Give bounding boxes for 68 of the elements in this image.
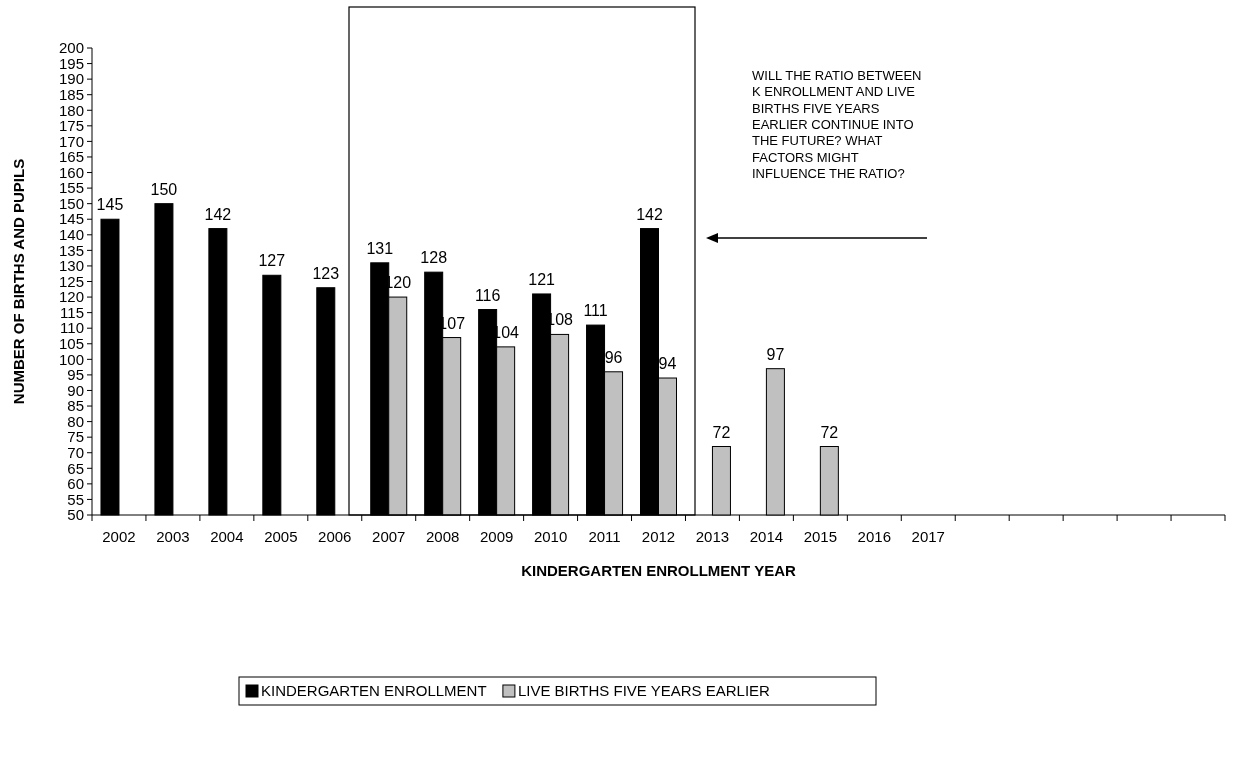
data-label: 127 [258, 252, 286, 270]
data-label: 96 [604, 348, 623, 366]
y-tick-label: 75 [67, 428, 84, 446]
x-tick-label: 2006 [318, 528, 352, 545]
x-tick-label: 2010 [533, 528, 568, 545]
y-tick-label: 130 [58, 257, 84, 275]
y-tick-label: 150 [58, 194, 84, 212]
data-label: 142 [204, 205, 232, 223]
y-tick-label: 80 [67, 412, 84, 430]
annotation: WILL THE RATIO BETWEEN K ENROLLMENT AND LIVE BIRTHS FIVE YEARS EARLIER CONTINUE INTO THE FUTURE? WHAT FACTORS MIGHT INFLUENCE THE RATIO? [752, 68, 922, 181]
x-axis-title: KINDERGARTEN ENROLLMENT YEAR [521, 562, 797, 579]
y-tick-label: 60 [67, 475, 84, 493]
data-label: 128 [420, 249, 448, 267]
legend-label: KINDERGARTEN ENROLLMENT [261, 682, 487, 699]
data-label: 111 [583, 302, 608, 320]
x-tick-label: 2015 [803, 528, 838, 545]
x-tick-label: 2007 [372, 528, 406, 545]
data-label: 97 [766, 345, 785, 363]
y-tick-label: 165 [58, 148, 84, 166]
y-tick-label: 65 [67, 459, 84, 477]
data-label: 121 [528, 270, 556, 288]
y-tick-label: 90 [67, 381, 84, 399]
y-tick-label: 145 [58, 210, 84, 228]
y-tick-label: 50 [67, 506, 84, 524]
x-tick-label: 2008 [426, 528, 460, 545]
y-tick-label: 125 [58, 272, 84, 290]
x-tick-label: 2002 [102, 528, 136, 545]
y-tick-label: 160 [58, 163, 84, 181]
y-tick-label: 55 [67, 490, 84, 508]
data-label: 150 [150, 180, 178, 198]
x-tick-label: 2014 [749, 528, 784, 545]
y-tick-label: 115 [60, 303, 84, 321]
data-label: 116 [474, 286, 501, 304]
data-label: 145 [96, 196, 124, 214]
y-tick-label: 195 [58, 54, 84, 72]
data-label: 72 [820, 423, 839, 441]
x-tick-label: 2013 [695, 528, 730, 545]
y-tick-label: 120 [58, 288, 84, 306]
legend-label: LIVE BIRTHS FIVE YEARS EARLIER [517, 682, 771, 699]
y-tick-label: 95 [67, 366, 84, 384]
y-tick-label: 170 [58, 132, 84, 150]
data-label: 142 [636, 205, 663, 223]
y-tick-label: 70 [67, 443, 84, 461]
y-tick-label: 105 [58, 335, 84, 353]
y-tick-label: 200 [58, 39, 84, 57]
data-label: 123 [312, 264, 340, 282]
x-tick-label: 2003 [156, 528, 190, 545]
x-tick-label: 2017 [911, 528, 945, 545]
data-label: 72 [712, 423, 731, 441]
x-tick-label: 2011 [588, 528, 621, 545]
y-tick-label: 135 [58, 241, 84, 259]
y-tick-label: 85 [67, 397, 84, 415]
y-tick-label: 180 [58, 101, 84, 119]
y-tick-label: 190 [58, 70, 84, 88]
x-tick-label: 2009 [479, 528, 514, 545]
y-tick-label: 155 [58, 179, 84, 197]
x-tick-label: 2005 [264, 528, 298, 545]
y-axis-title: NUMBER OF BIRTHS AND PUPILS [10, 158, 27, 405]
x-tick-label: 2012 [641, 528, 676, 545]
y-tick-label: 185 [58, 85, 84, 103]
data-label: 131 [366, 239, 394, 257]
y-tick-label: 110 [60, 319, 84, 337]
x-tick-label: 2016 [857, 528, 891, 545]
y-tick-label: 100 [58, 350, 84, 368]
data-label: 94 [658, 355, 677, 373]
y-tick-label: 175 [58, 117, 84, 135]
y-tick-label: 140 [58, 226, 84, 244]
x-tick-label: 2004 [210, 528, 244, 545]
